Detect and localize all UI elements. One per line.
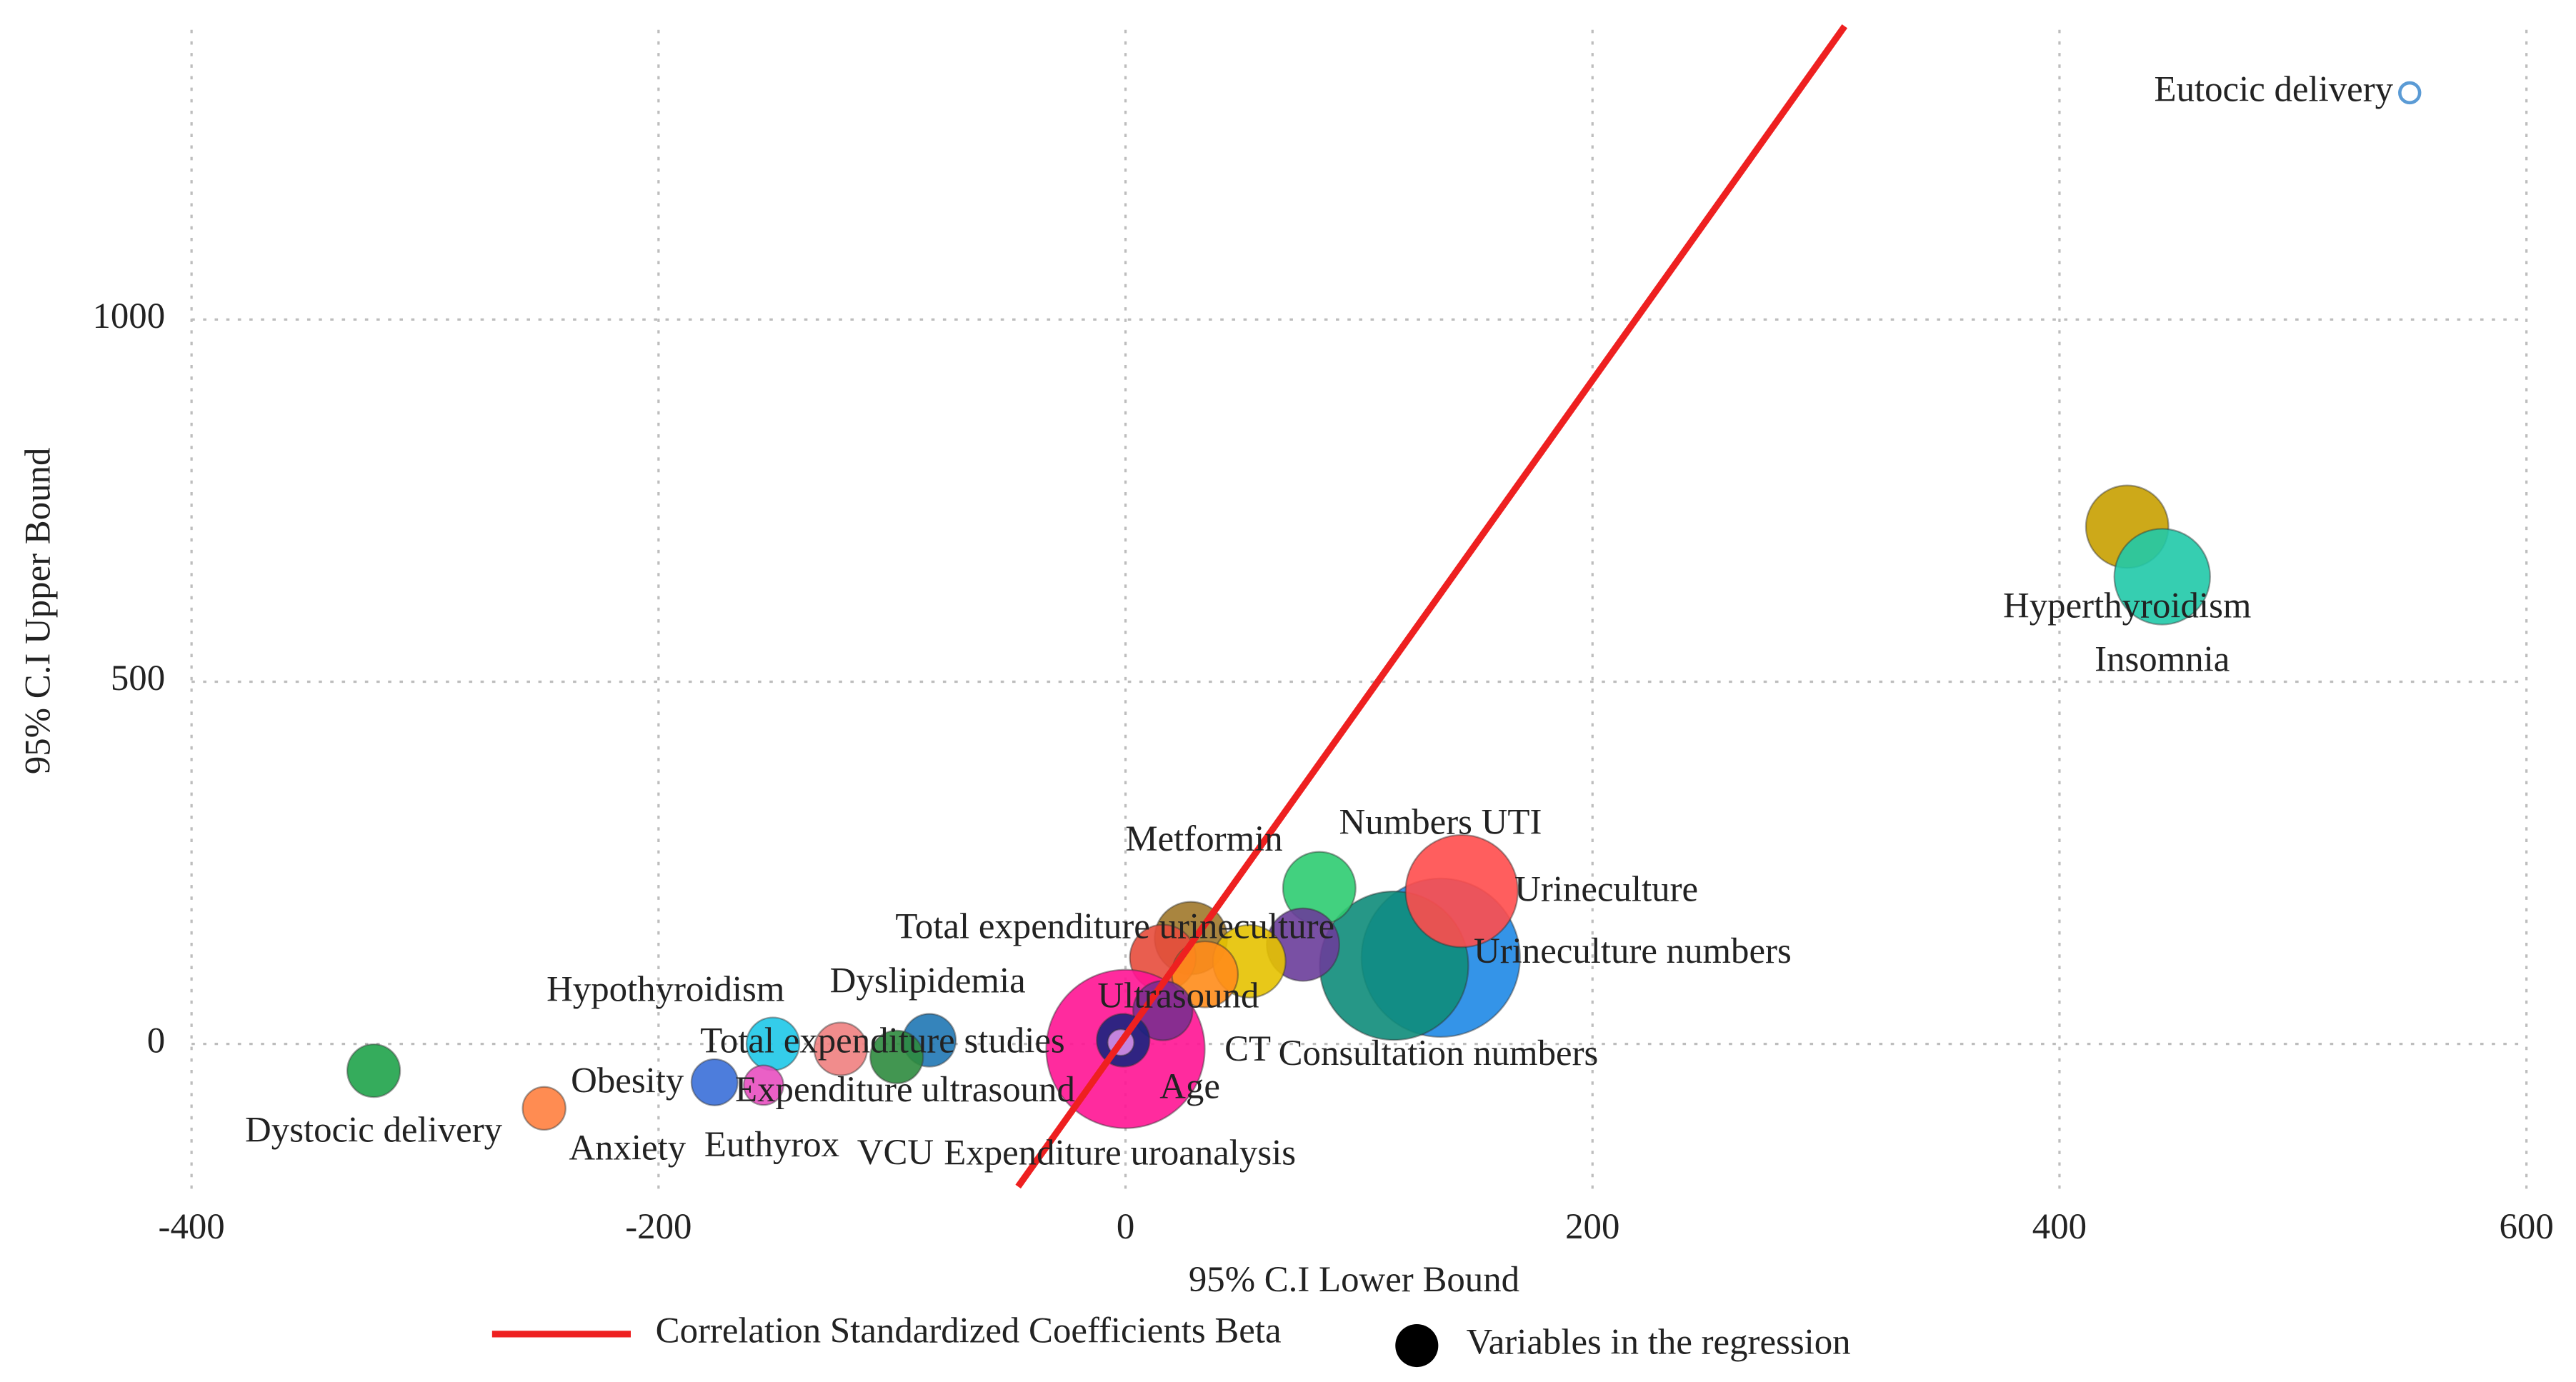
point-label: Consultation numbers	[1279, 1033, 1599, 1073]
y-tick-label: 1000	[92, 296, 165, 336]
x-axis-title: 95% C.I Lower Bound	[1189, 1259, 1519, 1299]
point-label: Eutocic delivery	[2155, 69, 2394, 109]
point-label: Euthyrox	[704, 1124, 839, 1164]
point-label: Dyslipidemia	[830, 961, 1026, 1001]
legend-label: Variables in the regression	[1467, 1322, 1851, 1362]
point-label: Urineculture	[1514, 869, 1698, 909]
point-label: Total expenditure studies	[700, 1020, 1064, 1060]
x-tick-label: 200	[1565, 1206, 1619, 1246]
point-label: Obesity	[571, 1060, 684, 1100]
x-tick-label: -200	[625, 1206, 692, 1246]
point-label: Urineculture numbers	[1474, 931, 1792, 971]
point-label: Age	[1159, 1066, 1220, 1106]
bubble	[2113, 528, 2211, 626]
point-label: Hypothyroidism	[546, 969, 784, 1009]
y-axis-title: 95% C.I Upper Bound	[17, 448, 57, 775]
bubble	[521, 1086, 566, 1131]
point-label: Ultrasound	[1097, 976, 1259, 1016]
y-tick-label: 0	[147, 1020, 165, 1060]
bubble	[690, 1058, 739, 1106]
point-label: VCU	[857, 1132, 934, 1172]
x-tick-label: 400	[2032, 1206, 2087, 1246]
x-tick-label: 600	[2500, 1206, 2554, 1246]
point-label: Anxiety	[569, 1128, 686, 1168]
legend-label: Correlation Standardized Coefficients Be…	[656, 1311, 1282, 1351]
point-label: Dystocic delivery	[245, 1110, 503, 1150]
point-label: Metformin	[1125, 818, 1282, 858]
x-tick-label: -400	[159, 1206, 225, 1246]
point-label: Insomnia	[2095, 639, 2230, 679]
x-tick-label: 0	[1117, 1206, 1134, 1246]
bubble	[743, 1064, 784, 1106]
point-label: Expenditure ultrasound	[735, 1069, 1075, 1109]
point-label: Hyperthyroidism	[2003, 586, 2251, 626]
point-label: Total expenditure urineculture	[895, 906, 1334, 946]
point-label: Expenditure uroanalysis	[944, 1133, 1296, 1173]
bubble	[2398, 81, 2422, 105]
bubble	[869, 1029, 924, 1084]
legend-point-swatch	[1395, 1323, 1439, 1368]
bubble	[346, 1043, 401, 1098]
bubble	[813, 1021, 868, 1076]
y-tick-label: 500	[111, 658, 165, 698]
point-label: Numbers UTI	[1339, 801, 1542, 841]
point-label: CT	[1224, 1028, 1271, 1068]
bubble	[1404, 833, 1519, 948]
fit-line	[1015, 24, 1848, 1189]
